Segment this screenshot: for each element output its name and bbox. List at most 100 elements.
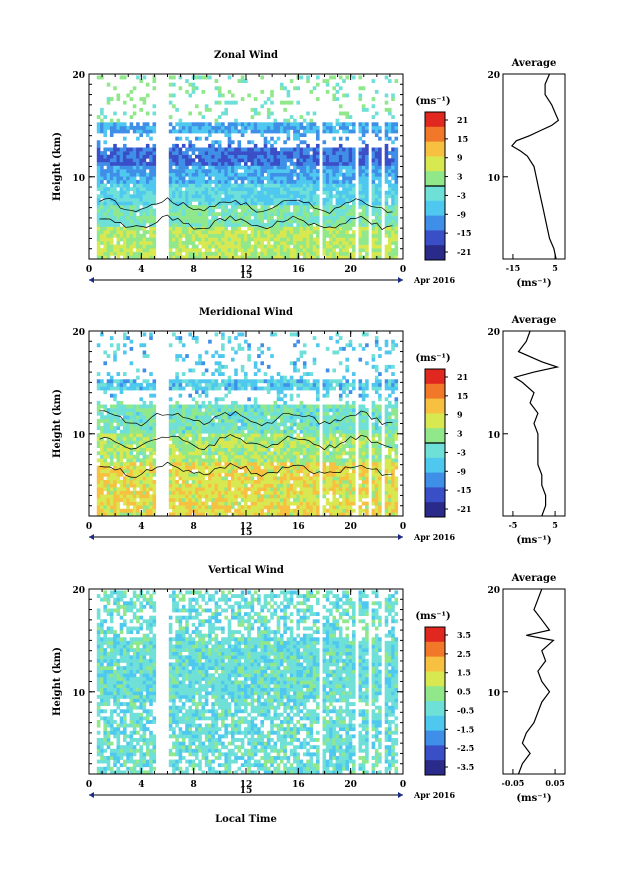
heatmap-cell (309, 154, 314, 159)
heatmap-cell (178, 487, 183, 492)
heatmap-cell (100, 201, 104, 206)
heatmap-cell (126, 415, 130, 420)
heatmap-cell (123, 469, 127, 474)
heatmap-cell (260, 418, 264, 423)
heatmap-cell (394, 154, 399, 159)
heatmap-cell (391, 248, 395, 253)
heatmap-cell (204, 379, 209, 384)
heatmap-cell (231, 241, 235, 245)
heatmap-cell (273, 490, 278, 495)
heatmap-cell (132, 483, 137, 488)
heatmap-cell (388, 79, 392, 83)
heatmap-cell (119, 154, 124, 159)
heatmap-cell (335, 122, 340, 127)
heatmap-cell (178, 444, 183, 448)
heatmap-cell (338, 147, 343, 152)
heatmap-cell (185, 230, 189, 235)
heatmap-cell (208, 444, 212, 448)
heatmap-cell (391, 172, 395, 177)
heatmap-cell (244, 187, 248, 191)
heatmap-cell (231, 404, 235, 409)
heatmap-cell (247, 226, 251, 231)
heatmap-cell (175, 190, 179, 195)
heatmap-cell (234, 251, 238, 256)
heatmap-cell (145, 422, 150, 427)
heatmap-cell (198, 498, 202, 502)
heatmap-cell (211, 512, 215, 517)
heatmap-cell (191, 151, 196, 155)
heatmap-cell (266, 382, 271, 387)
heatmap-cell (302, 212, 307, 217)
heatmap-cell (289, 237, 294, 242)
heatmap-cell (280, 490, 284, 495)
heatmap-cell (175, 241, 179, 245)
heatmap-cell (253, 512, 258, 517)
heatmap-cell (260, 454, 264, 459)
heatmap-cell (181, 143, 186, 148)
heatmap-cell (221, 494, 225, 499)
heatmap-cell (299, 226, 304, 231)
heatmap-cell (123, 219, 127, 224)
heatmap-cell (365, 197, 369, 202)
heatmap-cell (352, 215, 356, 220)
heatmap-cell (221, 440, 225, 445)
heatmap-cell (332, 187, 336, 191)
heatmap-cell (276, 451, 281, 456)
heatmap-cell (322, 215, 327, 220)
heatmap-cell (221, 336, 225, 340)
heatmap-cell (247, 190, 251, 195)
heatmap-cell (172, 422, 176, 427)
heatmap-cell (119, 508, 124, 513)
heatmap-cell (198, 219, 202, 224)
heatmap-cell (217, 122, 222, 127)
heatmap-cell (188, 129, 192, 134)
heatmap-cell (168, 194, 173, 199)
heatmap-cell (198, 129, 202, 134)
heatmap-cell (342, 190, 346, 195)
heatmap-cell (342, 183, 346, 188)
heatmap-cell (201, 501, 206, 506)
heatmap-cell (149, 179, 153, 184)
heatmap-cell (325, 89, 330, 94)
heatmap-cell (185, 404, 189, 409)
heatmap-cell (283, 100, 287, 105)
heatmap-cell (136, 465, 140, 470)
heatmap-cell (338, 208, 343, 213)
heatmap-cell (204, 404, 209, 409)
heatmap-cell (361, 219, 366, 224)
heatmap-cell (374, 194, 379, 199)
heatmap-cell (116, 161, 121, 166)
heatmap-cell (231, 483, 235, 488)
heatmap-cell (106, 233, 111, 238)
heatmap-cell (276, 190, 281, 195)
heatmap-cell (208, 179, 212, 184)
heatmap-cell (149, 237, 153, 242)
heatmap-cell (208, 147, 212, 152)
heatmap-cell (103, 498, 107, 502)
heatmap-cell (204, 129, 209, 134)
heatmap-cell (109, 512, 114, 517)
heatmap-cell (152, 490, 157, 495)
heatmap-cell (139, 233, 143, 238)
heatmap-cell (188, 332, 192, 337)
heatmap-cell (116, 118, 121, 123)
heatmap-cell (106, 158, 111, 163)
heatmap-cell (237, 151, 242, 155)
heatmap-cell (273, 248, 278, 253)
heatmap-cell (312, 201, 317, 206)
heatmap-cell (106, 248, 111, 253)
heatmap-cell (253, 487, 258, 492)
heatmap-cell (394, 172, 399, 177)
heatmap-cell (119, 483, 124, 488)
heatmap-cell (96, 476, 101, 481)
heatmap-cell (289, 226, 294, 231)
x-tick-label: 4 (138, 265, 144, 275)
heatmap-cell (100, 379, 104, 384)
heatmap-cell (149, 161, 153, 166)
heatmap-cell (185, 226, 189, 231)
heatmap-cell (142, 444, 147, 448)
heatmap-cell (286, 158, 291, 163)
heatmap-cell (109, 118, 114, 123)
heatmap-cell (132, 469, 137, 474)
heatmap-cell (149, 244, 153, 249)
